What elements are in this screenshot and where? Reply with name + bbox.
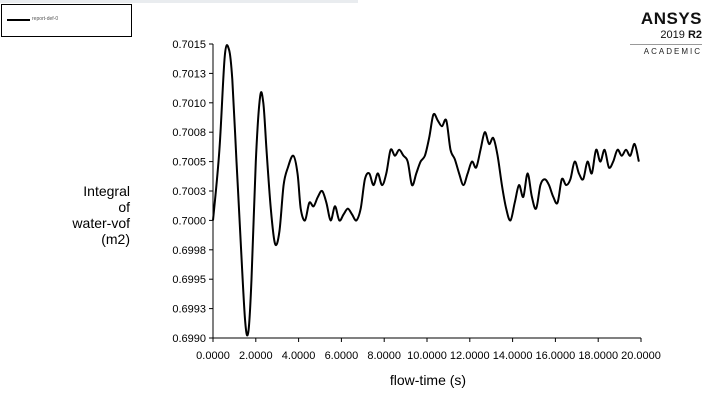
x-tick-label: 0.0000 (196, 350, 230, 362)
y-tick-label: 0.7015 (172, 39, 206, 51)
y-tick-label: 0.7013 (172, 68, 206, 80)
series-line (212, 44, 640, 337)
y-axis-label-line: of (118, 199, 130, 215)
y-tick-label: 0.6993 (172, 304, 206, 316)
brand-name: ANSYS (640, 9, 702, 28)
x-tick-label: 4.0000 (282, 350, 316, 362)
brand-divider (630, 44, 702, 45)
y-axis-label-line: Integral (83, 183, 130, 199)
legend-label: report-def-0 (32, 16, 59, 22)
legend: report-def-0 (1, 4, 132, 37)
brand-tier: ACADEMIC (643, 47, 702, 56)
x-tick-label: 14.0000 (493, 350, 533, 362)
x-tick-label: 10.0000 (407, 350, 447, 362)
y-axis-label-line: (m2) (101, 231, 130, 247)
x-tick-label: 6.0000 (325, 350, 359, 362)
y-tick-label: 0.7008 (172, 127, 206, 139)
brand-version: 2019 (660, 29, 685, 41)
x-axis-label: flow-time (s) (389, 372, 467, 388)
x-tick-label: 12.0000 (450, 350, 490, 362)
y-tick-label: 0.6990 (172, 333, 206, 345)
brand-release: R2 (687, 29, 702, 41)
x-tick-label: 2.0000 (239, 350, 273, 362)
x-tick-label: 8.0000 (367, 350, 401, 362)
y-tick-label: 0.7000 (172, 215, 206, 227)
y-tick-label: 0.7010 (172, 98, 206, 110)
x-tick-label: 20.0000 (621, 350, 661, 362)
legend-line-swatch (7, 19, 30, 21)
top-strip (0, 0, 358, 3)
y-tick-label: 0.6995 (172, 274, 206, 286)
y-axis-label: Integral of water-vof (m2) (38, 183, 130, 247)
y-tick-label: 0.7005 (172, 157, 206, 169)
x-tick-label: 18.0000 (578, 350, 618, 362)
y-tick-label: 0.6998 (172, 245, 206, 257)
ansys-logo: ANSYS 2019 R2 ACADEMIC (612, 10, 702, 57)
x-tick-label: 16.0000 (536, 350, 576, 362)
y-tick-label: 0.7003 (172, 186, 206, 198)
brand-version-row: 2019 R2 (612, 28, 702, 42)
y-axis-label-line: water-vof (72, 215, 130, 231)
